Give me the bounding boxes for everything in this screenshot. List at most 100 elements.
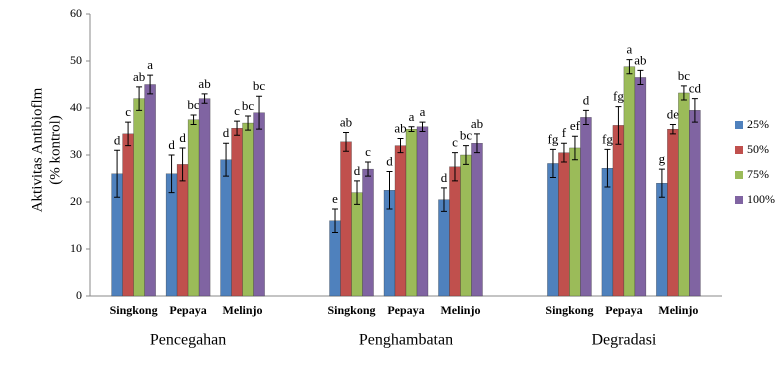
error-bar [343, 131, 350, 152]
annotation: fg [602, 131, 613, 146]
annotation: d [354, 163, 361, 178]
bar [689, 110, 701, 297]
bar [122, 133, 134, 297]
bar [438, 199, 450, 297]
y-tick-label: 50 [70, 53, 82, 67]
bar [558, 152, 570, 297]
annotation: ab [198, 76, 210, 91]
category-label: Pepaya [605, 303, 642, 317]
error-bar [365, 161, 372, 177]
error-bar [114, 149, 121, 198]
bar [460, 154, 472, 297]
legend-label: 50% [747, 142, 769, 156]
annotation: c [452, 135, 458, 150]
annotation: e [332, 191, 338, 206]
error-bar [604, 148, 611, 188]
legend-swatch [735, 171, 743, 179]
y-tick-label: 40 [70, 100, 82, 114]
error-bar [462, 145, 469, 165]
group-label: Pencegahan [150, 332, 226, 349]
error-bar [582, 109, 589, 125]
category-label: Singkong [110, 303, 158, 317]
annotation: g [659, 151, 666, 166]
error-bar [658, 168, 665, 198]
error-bar [549, 148, 556, 179]
error-bar [473, 133, 480, 154]
y-tick-label: 0 [76, 288, 82, 302]
bar [253, 112, 265, 297]
annotation: d [168, 137, 175, 152]
bar [634, 77, 647, 297]
bar [231, 128, 243, 297]
bar [547, 163, 559, 297]
error-bar [354, 180, 361, 205]
annotation: a [627, 42, 633, 57]
bar [449, 166, 461, 297]
group-label: Penghambatan [359, 332, 453, 349]
annotation: ef [570, 118, 581, 133]
error-bar [386, 170, 393, 210]
annotation: bc [242, 98, 255, 113]
error-bar [419, 121, 426, 132]
category-label: Pepaya [169, 303, 206, 317]
error-bar [669, 123, 676, 135]
annotation: ab [340, 114, 352, 129]
bar [667, 128, 679, 297]
annotation: a [420, 104, 426, 119]
annotation: fg [613, 89, 624, 104]
annotation: d [583, 92, 590, 107]
annotation: bc [678, 68, 691, 83]
error-bar [615, 106, 622, 145]
error-bar [637, 69, 644, 85]
legend-label: 100% [747, 192, 775, 206]
bar [394, 145, 407, 297]
bar [623, 66, 636, 297]
error-bar [680, 85, 687, 101]
category-label: Melinjo [440, 303, 480, 317]
annotation: fg [548, 131, 559, 146]
bar [198, 98, 211, 297]
bar [612, 125, 625, 297]
annotation: bc [187, 97, 200, 112]
legend-swatch [735, 196, 743, 204]
annotation: d [441, 170, 448, 185]
annotation: d [114, 132, 121, 147]
error-bar [691, 98, 698, 123]
bar [144, 84, 156, 297]
error-bar [408, 126, 415, 132]
annotation: c [125, 104, 131, 119]
bar [580, 117, 592, 297]
annotation: ab [133, 69, 145, 84]
annotation: cd [689, 81, 702, 96]
category-label: Pepaya [387, 303, 424, 317]
annotation: ab [471, 116, 483, 131]
error-bar [234, 120, 241, 136]
annotation: c [365, 144, 371, 159]
y-tick-label: 60 [70, 6, 82, 20]
y-axis-title: Aktivitas Antibioflm [29, 87, 45, 212]
group-label: Degradasi [592, 332, 657, 349]
annotation: ab [634, 52, 646, 67]
category-label: Singkong [545, 303, 593, 317]
annotation: d [179, 130, 186, 145]
error-bar [201, 93, 208, 104]
error-bar [125, 121, 132, 147]
error-bar [440, 187, 447, 212]
error-bar [179, 147, 186, 182]
bar [340, 141, 352, 297]
error-bar [451, 152, 458, 182]
annotation: bc [253, 78, 266, 93]
bar [220, 159, 232, 297]
bar [351, 192, 363, 297]
legend-swatch [735, 146, 743, 154]
error-bar [332, 208, 339, 234]
annotation: a [409, 109, 415, 124]
error-bar [147, 74, 154, 95]
y-axis-title: (% kontrol) [47, 115, 63, 185]
annotation: ab [394, 121, 406, 136]
annotation: c [234, 103, 240, 118]
error-bar [560, 142, 567, 163]
annotation: d [386, 153, 393, 168]
y-tick-label: 30 [70, 147, 82, 161]
